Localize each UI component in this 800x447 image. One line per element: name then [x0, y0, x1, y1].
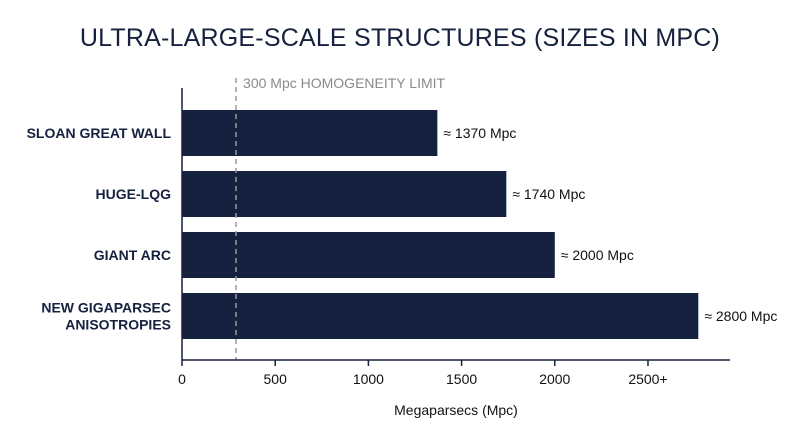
category-label: ANISOTROPIES	[65, 317, 171, 333]
labels-group: ≈ 1370 Mpc SLOAN GREAT WALL ≈ 1740 Mpc HUGE…	[27, 75, 778, 418]
x-tick-label: 0	[178, 371, 186, 387]
value-label: ≈ 1740 Mpc	[512, 186, 585, 202]
x-tick-label: 2000	[539, 371, 570, 387]
axes-group	[181, 88, 730, 366]
value-label: ≈ 1370 Mpc	[443, 125, 516, 141]
bar	[182, 293, 699, 339]
bar	[182, 110, 438, 156]
category-label: HUGE-LQG	[96, 186, 172, 202]
category-label: GIANT ARC	[94, 247, 171, 263]
chart-title: ULTRA-LARGE-SCALE STRUCTURES (SIZES IN M…	[79, 24, 721, 52]
x-tick-label: 1000	[353, 371, 384, 387]
value-label: ≈ 2000 Mpc	[561, 247, 634, 263]
x-tick-label: 1500	[446, 371, 477, 387]
category-label: SLOAN GREAT WALL	[27, 125, 172, 141]
reference-line-label: 300 Mpc HOMOGENEITY LIMIT	[243, 75, 445, 91]
x-axis-title: Megaparsecs (Mpc)	[394, 402, 518, 418]
value-label: ≈ 2800 Mpc	[704, 308, 777, 324]
x-tick-label: 500	[264, 371, 288, 387]
bars-group	[182, 110, 699, 339]
x-tick-label: 2500+	[628, 371, 667, 387]
bar	[182, 171, 507, 217]
bar	[182, 232, 555, 278]
category-label: NEW GIGAPARSEC	[41, 300, 171, 316]
